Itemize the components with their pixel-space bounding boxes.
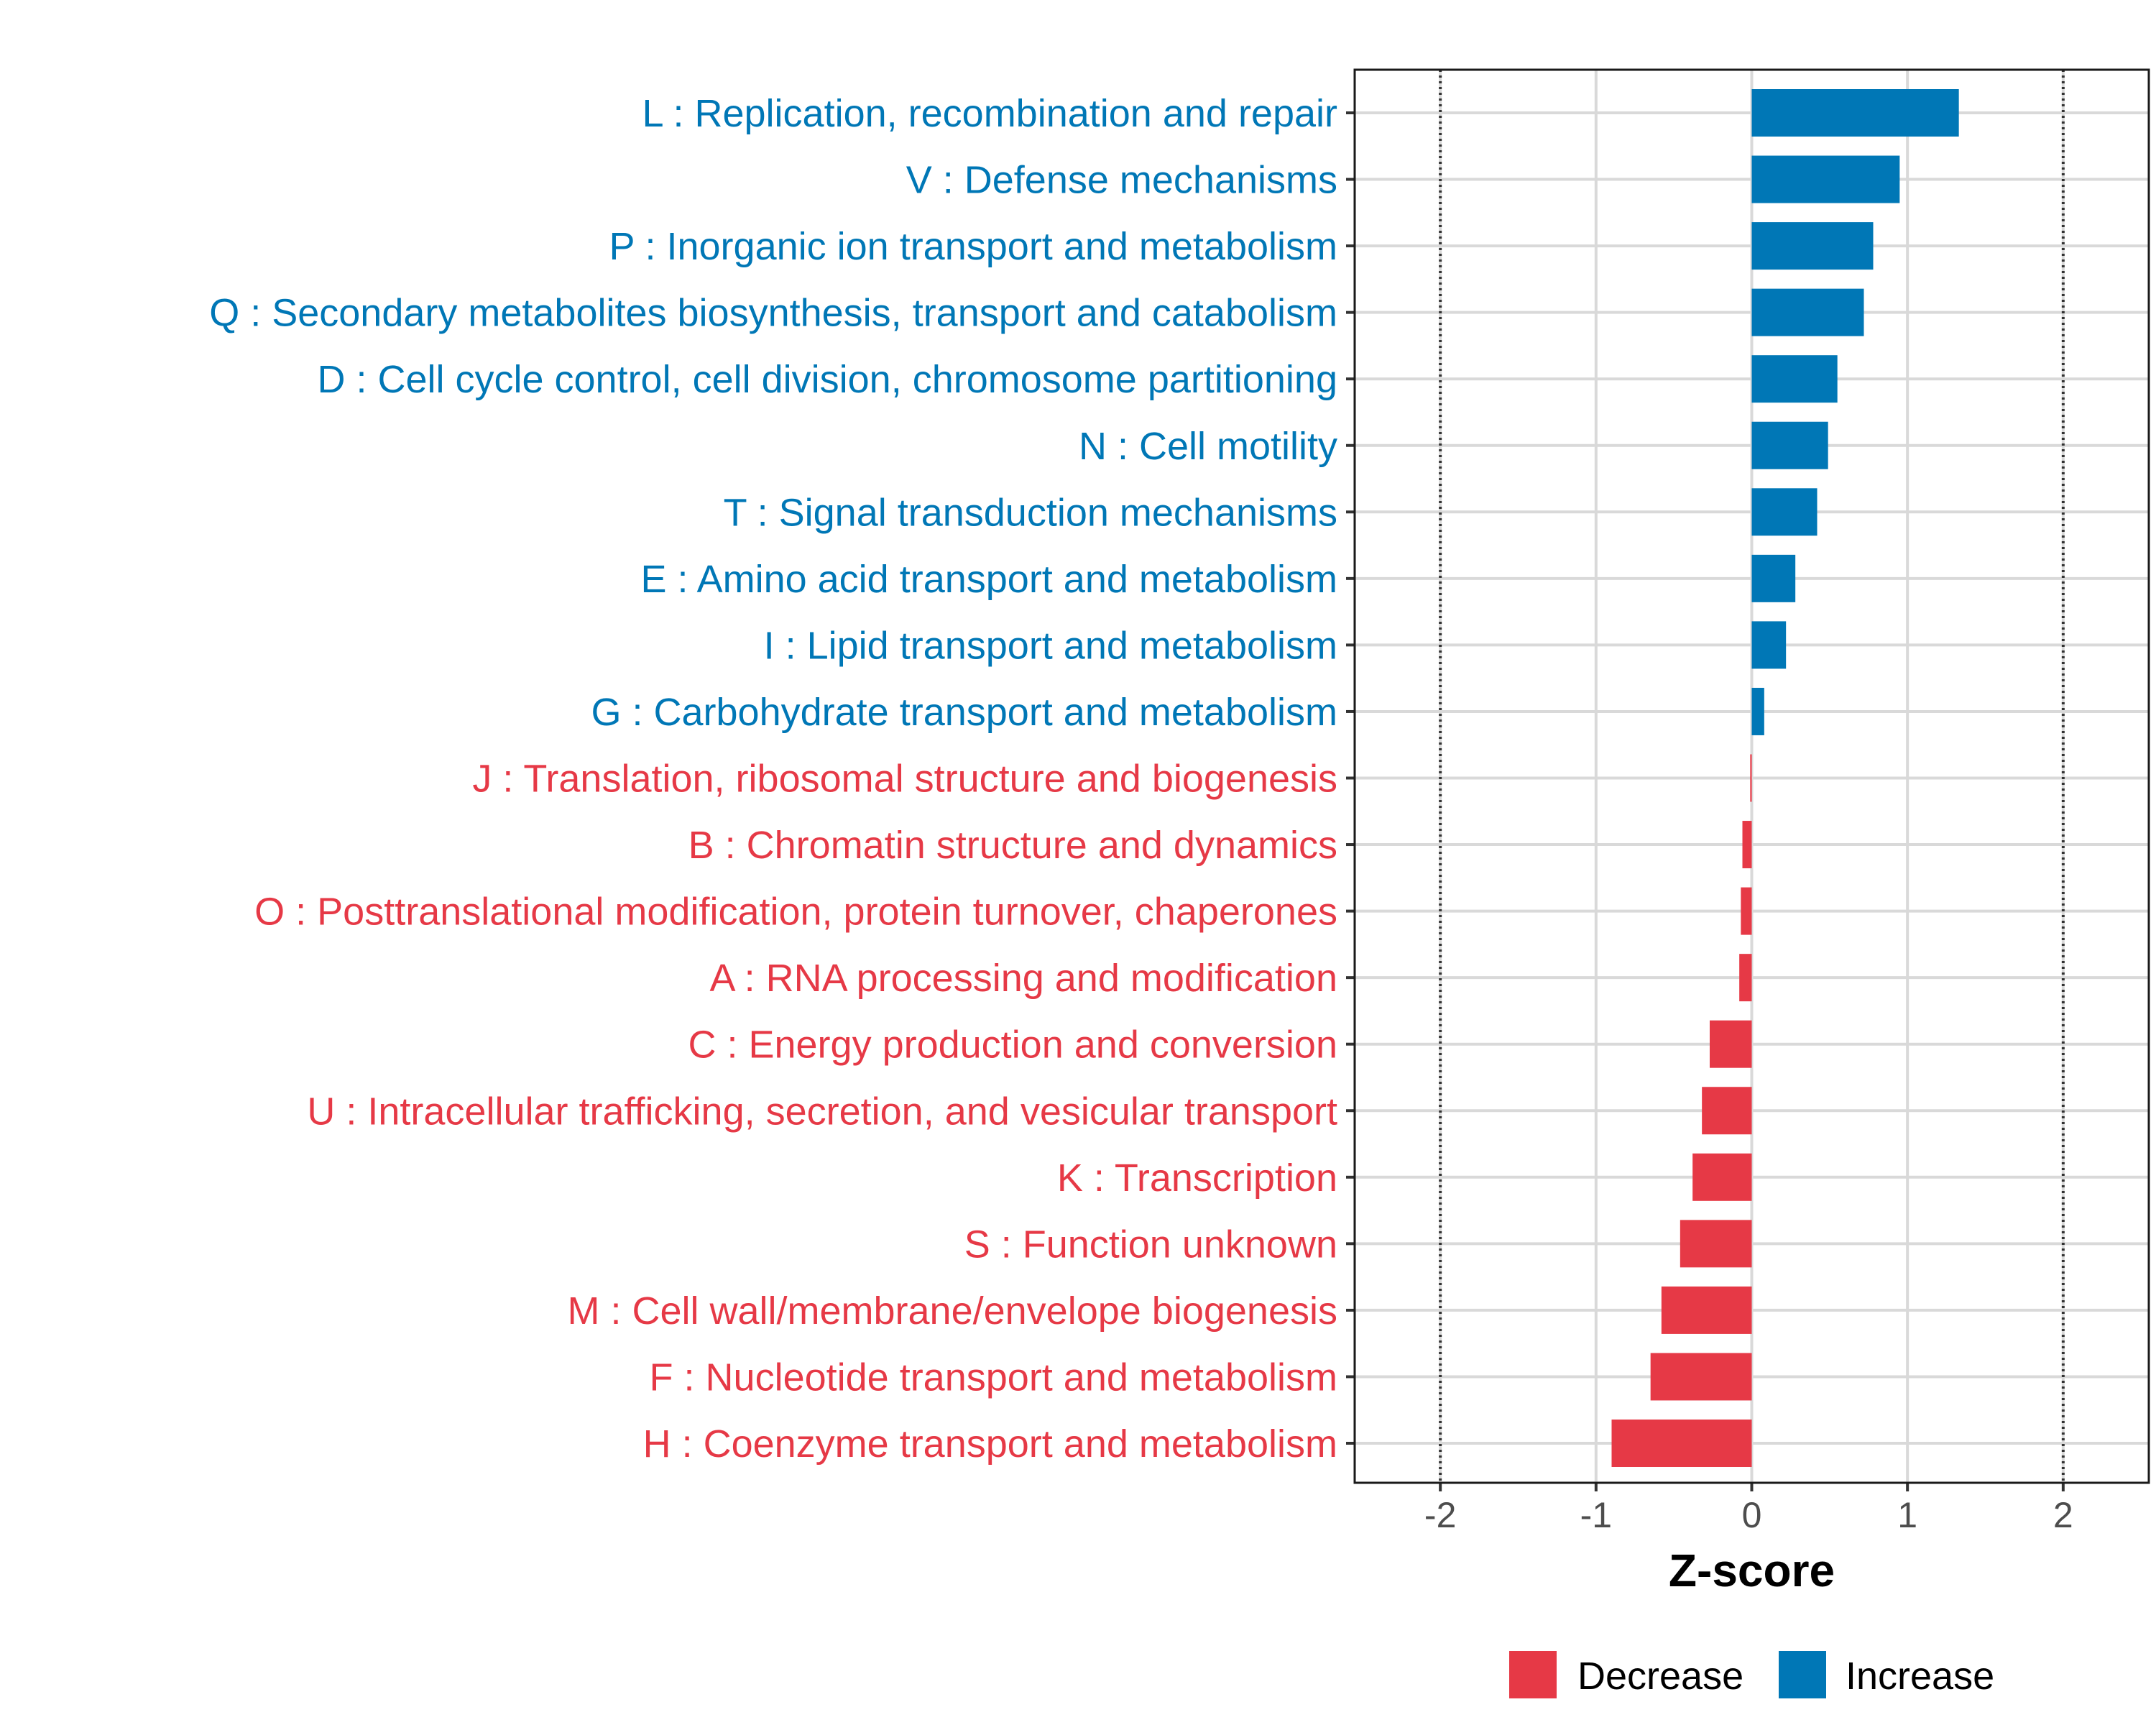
category-label: I : Lipid transport and metabolism xyxy=(764,624,1337,667)
bar xyxy=(1751,222,1874,270)
bar xyxy=(1739,954,1752,1002)
legend-label: Decrease xyxy=(1577,1655,1743,1698)
category-label: O : Posttranslational modification, prot… xyxy=(254,891,1337,934)
category-label: T : Signal transduction mechanisms xyxy=(724,491,1337,534)
category-label: L : Replication, recombination and repai… xyxy=(642,92,1337,135)
category-label: J : Translation, ribosomal structure and… xyxy=(472,758,1337,801)
x-tick-label: 2 xyxy=(2053,1495,2073,1535)
bar xyxy=(1680,1220,1752,1268)
legend-swatch xyxy=(1779,1651,1826,1698)
category-label: P : Inorganic ion transport and metaboli… xyxy=(609,225,1337,268)
category-label: E : Amino acid transport and metabolism xyxy=(641,558,1337,601)
category-label: M : Cell wall/membrane/envelope biogenes… xyxy=(567,1289,1337,1333)
category-label: V : Defense mechanisms xyxy=(906,159,1337,202)
bar xyxy=(1751,89,1959,137)
x-tick-label: 1 xyxy=(1897,1495,1917,1535)
category-labels: L : Replication, recombination and repai… xyxy=(209,92,1337,1466)
category-label: S : Function unknown xyxy=(964,1223,1337,1266)
bar xyxy=(1611,1420,1752,1467)
category-label: A : RNA processing and modification xyxy=(710,957,1337,1000)
bar xyxy=(1751,554,1796,602)
category-label: K : Transcription xyxy=(1057,1156,1337,1200)
x-tick-label: -1 xyxy=(1580,1495,1612,1535)
category-label: U : Intracellular trafficking, secretion… xyxy=(307,1090,1337,1133)
category-label: D : Cell cycle control, cell division, c… xyxy=(317,358,1337,401)
bar xyxy=(1751,488,1818,536)
bar xyxy=(1751,155,1900,203)
bar xyxy=(1741,887,1752,935)
category-label: B : Chromatin structure and dynamics xyxy=(688,824,1337,867)
category-label: C : Energy production and conversion xyxy=(688,1024,1337,1067)
category-label: G : Carbohydrate transport and metabolis… xyxy=(591,691,1338,734)
bar xyxy=(1751,355,1838,403)
legend-label: Increase xyxy=(1846,1655,1994,1698)
bars-layer xyxy=(1611,89,1959,1467)
bar xyxy=(1750,754,1752,802)
category-label: H : Coenzyme transport and metabolism xyxy=(643,1422,1337,1466)
bar xyxy=(1751,288,1864,336)
category-label: Q : Secondary metabolites biosynthesis, … xyxy=(209,292,1337,335)
bar xyxy=(1692,1153,1752,1201)
bar xyxy=(1650,1353,1752,1401)
bar xyxy=(1710,1020,1752,1068)
bar xyxy=(1751,621,1787,669)
legend-swatch xyxy=(1509,1651,1557,1698)
x-axis-title: Z-score xyxy=(1669,1545,1835,1596)
legend: Decrease Increase xyxy=(1509,1651,1994,1698)
x-axis: -2 -1 0 1 2 xyxy=(1346,111,2073,1535)
category-label: F : Nucleotide transport and metabolism xyxy=(650,1356,1337,1399)
category-label: N : Cell motility xyxy=(1079,425,1337,468)
x-tick-label: 0 xyxy=(1742,1495,1762,1535)
plot-border xyxy=(1353,68,2150,1484)
bar xyxy=(1751,687,1764,735)
x-tick-label: -2 xyxy=(1424,1495,1456,1535)
bar xyxy=(1742,821,1752,869)
bar xyxy=(1751,421,1828,469)
bar xyxy=(1661,1286,1752,1334)
bar xyxy=(1702,1087,1752,1135)
